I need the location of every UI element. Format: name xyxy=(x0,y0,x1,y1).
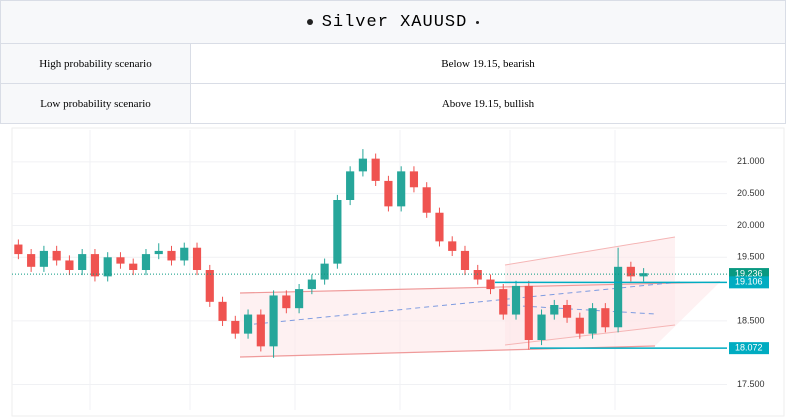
price-label-box xyxy=(729,342,769,355)
candle-body xyxy=(307,279,316,290)
y-tick-label: 19.500 xyxy=(737,252,765,262)
scenario-table: High probability scenario Below 19.15, be… xyxy=(0,43,786,124)
y-tick-label: 17.500 xyxy=(737,379,765,389)
candle-body xyxy=(269,295,278,347)
bullet xyxy=(476,20,480,24)
candle-body xyxy=(537,314,546,340)
candle-body xyxy=(27,254,36,267)
candle-body xyxy=(180,247,189,261)
candle-body xyxy=(550,305,559,315)
candle-body xyxy=(295,289,304,309)
candle-body xyxy=(448,241,457,251)
candle-body xyxy=(460,250,470,270)
candle-body xyxy=(282,295,291,309)
title: Silver XAUUSD xyxy=(321,12,468,32)
candle-body xyxy=(601,308,610,328)
y-tick-label: 20.000 xyxy=(737,220,765,230)
candle-body xyxy=(205,270,214,302)
price-label: 19.236 xyxy=(735,268,763,278)
candle-body xyxy=(52,250,61,261)
candle-body xyxy=(499,289,508,315)
cell: Above 19.15, bullish xyxy=(190,83,786,124)
candle-body xyxy=(256,314,265,347)
candle-body xyxy=(384,180,393,207)
candle-body xyxy=(116,257,125,264)
candle-body xyxy=(129,263,138,270)
candle-body xyxy=(154,250,163,255)
row: Low probability scenario Above 19.15, bul… xyxy=(0,83,786,124)
candle-body xyxy=(588,308,597,334)
drawings xyxy=(239,236,721,358)
candle-body xyxy=(511,285,521,315)
candle-body xyxy=(231,320,240,334)
candle-body xyxy=(90,254,100,277)
candle-body xyxy=(103,257,112,277)
candle-body xyxy=(371,158,380,181)
candle-body xyxy=(243,314,253,334)
price-label-box xyxy=(729,276,769,289)
candle-body xyxy=(397,171,406,207)
candle-body xyxy=(614,266,623,328)
candle-body xyxy=(218,301,227,321)
candle-body xyxy=(333,200,342,264)
candle-body xyxy=(422,187,431,213)
candle-body xyxy=(39,250,48,267)
candle-body xyxy=(562,305,572,318)
candle-body xyxy=(167,250,176,261)
row: High probability scenario Below 19.15, be… xyxy=(0,43,786,84)
candle-body xyxy=(626,266,635,277)
y-tick-label: 21.000 xyxy=(737,156,765,166)
candle-body xyxy=(320,263,329,280)
y-tick-label: 20.500 xyxy=(737,188,765,198)
candle-body xyxy=(78,254,87,270)
candle-body xyxy=(639,273,648,277)
candle-body xyxy=(486,279,495,290)
candle-body xyxy=(65,260,74,270)
candle-body xyxy=(409,171,419,188)
cell: Below 19.15, bearish xyxy=(190,43,786,84)
price-label: 19.106 xyxy=(735,277,763,287)
candle-body xyxy=(524,285,533,340)
candle-body xyxy=(141,254,151,270)
title-bar: Silver XAUUSD xyxy=(0,0,786,44)
candles xyxy=(14,149,648,358)
candle-body xyxy=(346,171,355,200)
chart: 17.500 18.500 19.500 20.000 20.500 21.000 19.… xyxy=(11,127,785,417)
cell: Low probability scenario xyxy=(0,83,191,124)
y-tick-label: 18.500 xyxy=(737,315,765,325)
price-label: 18.072 xyxy=(735,343,763,353)
candle-body xyxy=(473,270,482,280)
candle-body xyxy=(358,158,367,172)
candle-body xyxy=(192,247,202,270)
candle-body xyxy=(435,212,444,242)
candle-body xyxy=(14,244,23,255)
bullet xyxy=(306,19,313,25)
cell: High probability scenario xyxy=(0,43,191,84)
candle-body xyxy=(575,317,584,334)
